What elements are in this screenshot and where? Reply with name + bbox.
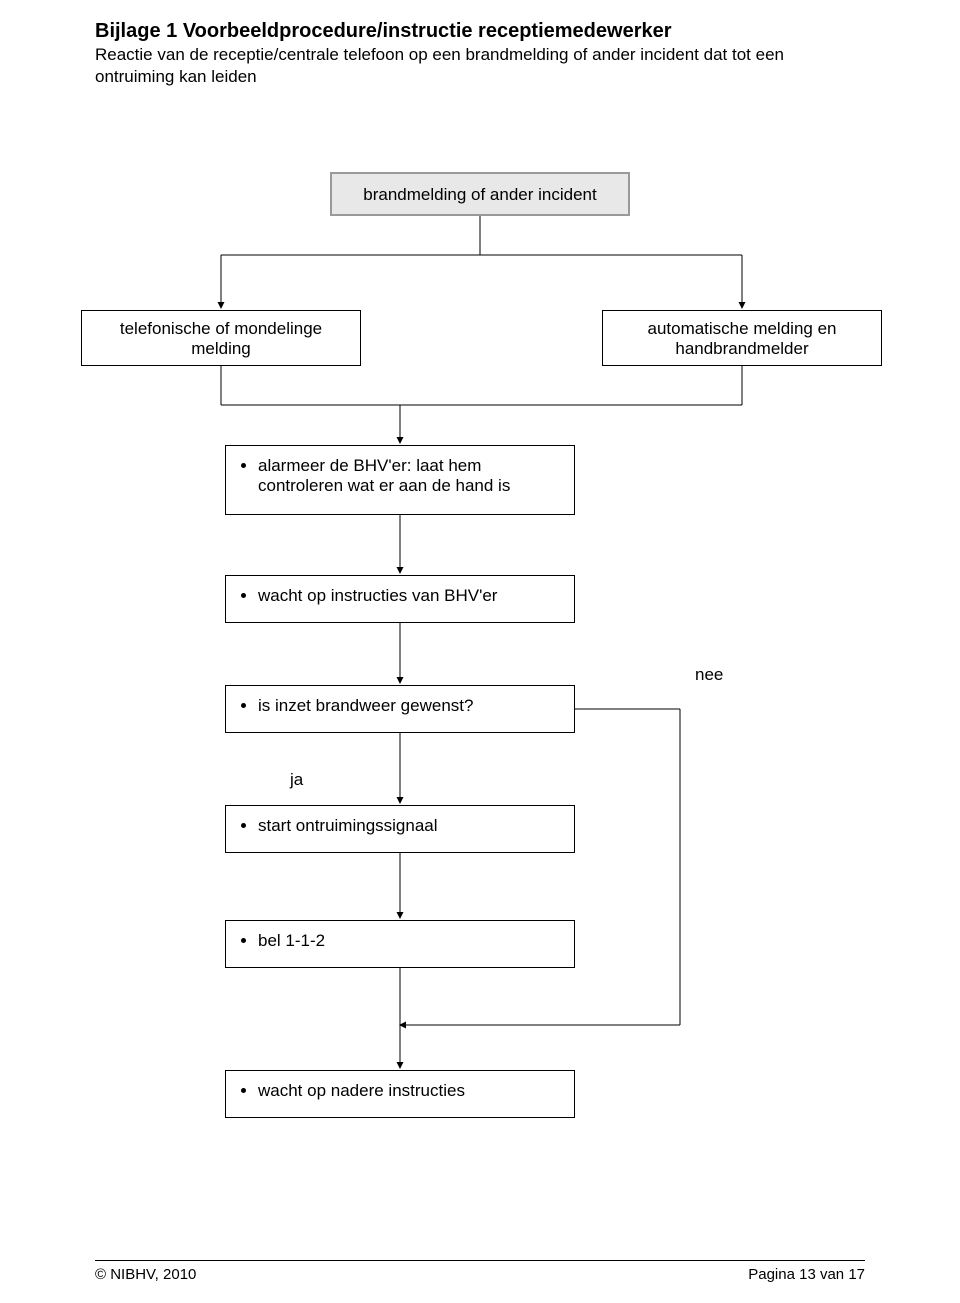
flow-step4-box: bel 1-1-2 <box>225 920 575 968</box>
flow-step1-item: alarmeer de BHV'er: laat hem controleren… <box>258 456 558 496</box>
footer-page-number: Pagina 13 van 17 <box>748 1266 865 1283</box>
footer-divider <box>95 1260 865 1261</box>
flow-left-branch-line1: telefonische of mondelinge <box>120 319 322 338</box>
flow-left-branch-box: telefonische of mondelinge melding <box>81 310 361 366</box>
flow-decision-item: is inzet brandweer gewenst? <box>258 696 558 716</box>
flow-step3-item: start ontruimingssignaal <box>258 816 558 836</box>
page-subtitle: Reactie van de receptie/centrale telefoo… <box>95 44 865 88</box>
footer-copyright: © NIBHV, 2010 <box>95 1266 196 1283</box>
flow-right-branch-line1: automatische melding en <box>647 319 836 338</box>
page-title: Bijlage 1 Voorbeeldprocedure/instructie … <box>95 20 672 43</box>
flow-start-text: brandmelding of ander incident <box>363 185 596 204</box>
flow-left-branch-line2: melding <box>191 339 251 358</box>
flow-step4-item: bel 1-1-2 <box>258 931 558 951</box>
flow-step2-item: wacht op instructies van BHV'er <box>258 586 558 606</box>
flow-start-box: brandmelding of ander incident <box>330 172 630 216</box>
flow-step2-box: wacht op instructies van BHV'er <box>225 575 575 623</box>
flow-step5-item: wacht op nadere instructies <box>258 1081 558 1101</box>
flow-right-branch-line2: handbrandmelder <box>675 339 808 358</box>
flow-step1-box: alarmeer de BHV'er: laat hem controleren… <box>225 445 575 515</box>
flow-step3-box: start ontruimingssignaal <box>225 805 575 853</box>
flow-label-yes: ja <box>290 770 303 790</box>
flow-step5-box: wacht op nadere instructies <box>225 1070 575 1118</box>
flow-label-no: nee <box>695 665 723 685</box>
flow-right-branch-box: automatische melding en handbrandmelder <box>602 310 882 366</box>
flow-decision-box: is inzet brandweer gewenst? <box>225 685 575 733</box>
